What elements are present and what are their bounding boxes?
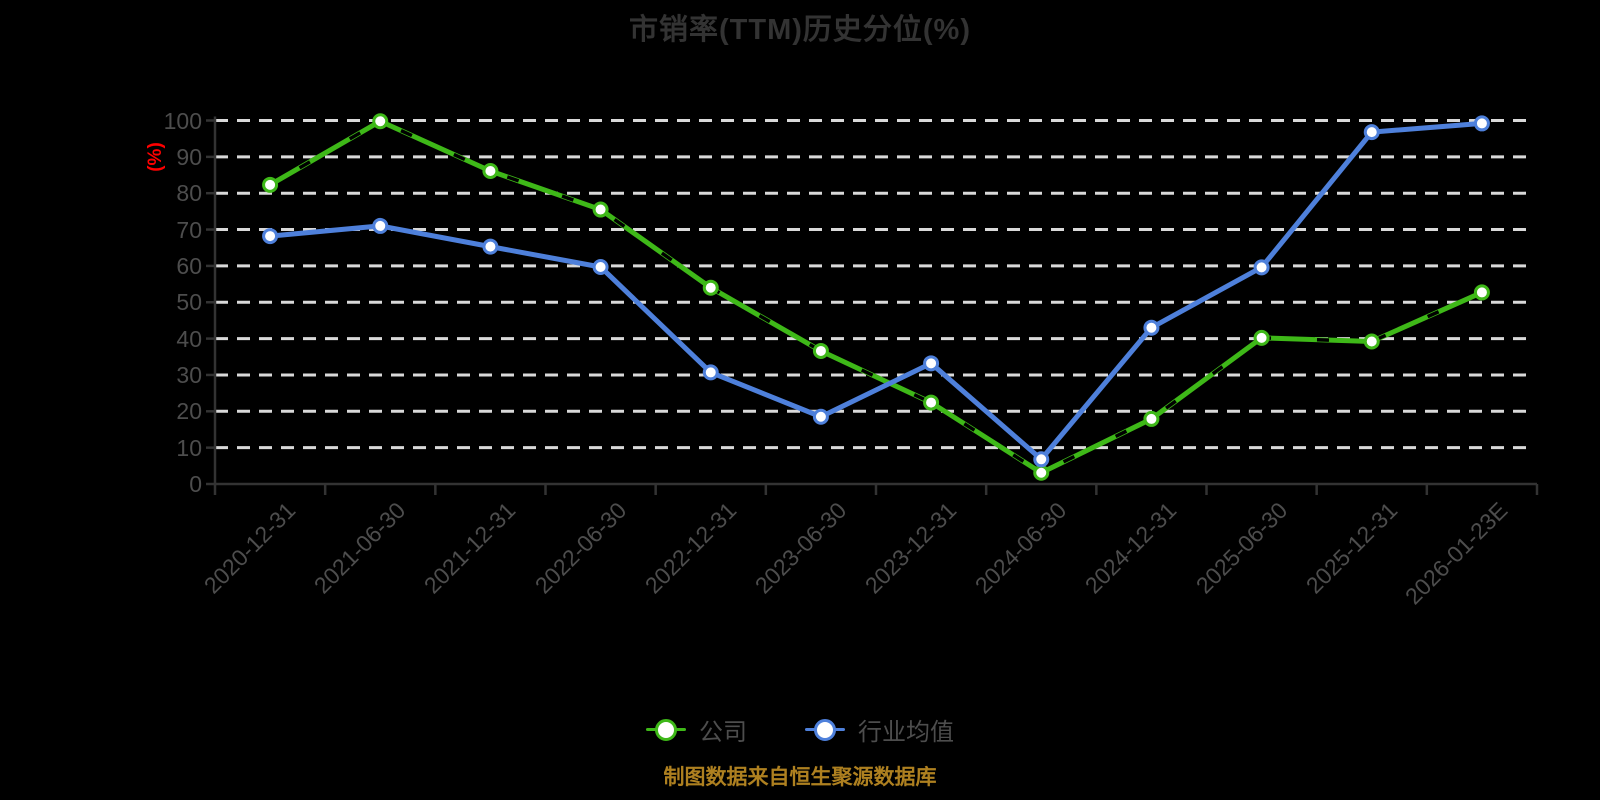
- data-point-行业均值-2024-12-31[interactable]: [1143, 319, 1160, 336]
- y-tick-label-80: 80: [176, 180, 202, 207]
- company-line-dash-artifact: [269, 119, 1483, 475]
- series-line-行业均值: [267, 120, 1485, 462]
- data-point-公司-2024-12-31[interactable]: [1143, 410, 1160, 427]
- y-tick-label-20: 20: [176, 398, 202, 425]
- legend-label-company: 公司: [699, 719, 747, 746]
- y-tick-label-30: 30: [176, 361, 202, 388]
- data-point-行业均值-2023-12-31[interactable]: [923, 355, 940, 372]
- y-tick-label-10: 10: [176, 434, 202, 461]
- company-line-marker-icon: [646, 718, 686, 741]
- y-tick-label-0: 0: [189, 471, 202, 497]
- chart-title: 市销率(TTM)历史分位(%): [628, 14, 971, 46]
- data-point-行业均值-2026-01-23E[interactable]: [1473, 115, 1490, 132]
- data-point-公司-2020-12-31[interactable]: [262, 176, 279, 193]
- data-point-公司-2021-06-30[interactable]: [372, 113, 389, 130]
- industry-line-marker-icon: [805, 718, 845, 741]
- plot-area: [206, 113, 1539, 495]
- data-point-行业均值-2021-12-31[interactable]: [482, 238, 499, 255]
- y-tick-label-90: 90: [176, 143, 202, 170]
- legend: 公司 行业均值: [0, 712, 1600, 747]
- data-point-公司-2022-06-30[interactable]: [592, 201, 609, 218]
- series-line-公司: [267, 118, 1485, 476]
- data-point-公司-2023-06-30[interactable]: [812, 342, 829, 359]
- y-tick-label-50: 50: [176, 289, 202, 316]
- legend-item-industry-average[interactable]: 行业均值: [805, 712, 954, 747]
- y-tick-label-40: 40: [176, 325, 202, 352]
- data-point-公司-2022-12-31[interactable]: [702, 279, 719, 296]
- data-source-note: 制图数据来自恒生聚源数据库: [663, 766, 937, 789]
- data-point-公司-2025-06-30[interactable]: [1253, 329, 1270, 346]
- data-point-行业均值-2021-06-30[interactable]: [372, 217, 389, 234]
- legend-label-industry-average: 行业均值: [858, 719, 954, 746]
- data-point-公司-2024-06-30[interactable]: [1033, 464, 1050, 481]
- data-point-行业均值-2025-12-31[interactable]: [1363, 124, 1380, 141]
- y-tick-label-100: 100: [163, 107, 202, 134]
- data-point-行业均值-2022-12-31[interactable]: [702, 364, 719, 381]
- data-point-行业均值-2022-06-30[interactable]: [592, 258, 609, 275]
- data-point-公司-2025-12-31[interactable]: [1363, 333, 1380, 350]
- data-point-公司-2026-01-23E[interactable]: [1473, 284, 1490, 301]
- data-point-公司-2023-12-31[interactable]: [923, 394, 940, 411]
- data-point-公司-2021-12-31[interactable]: [482, 163, 499, 180]
- legend-item-company[interactable]: 公司: [646, 712, 747, 747]
- data-point-行业均值-2024-06-30[interactable]: [1033, 451, 1050, 468]
- data-point-行业均值-2025-06-30[interactable]: [1253, 259, 1270, 276]
- data-point-行业均值-2020-12-31[interactable]: [262, 228, 279, 245]
- y-tick-label-70: 70: [176, 216, 202, 243]
- y-tick-label-60: 60: [176, 252, 202, 279]
- data-point-行业均值-2023-06-30[interactable]: [812, 408, 829, 425]
